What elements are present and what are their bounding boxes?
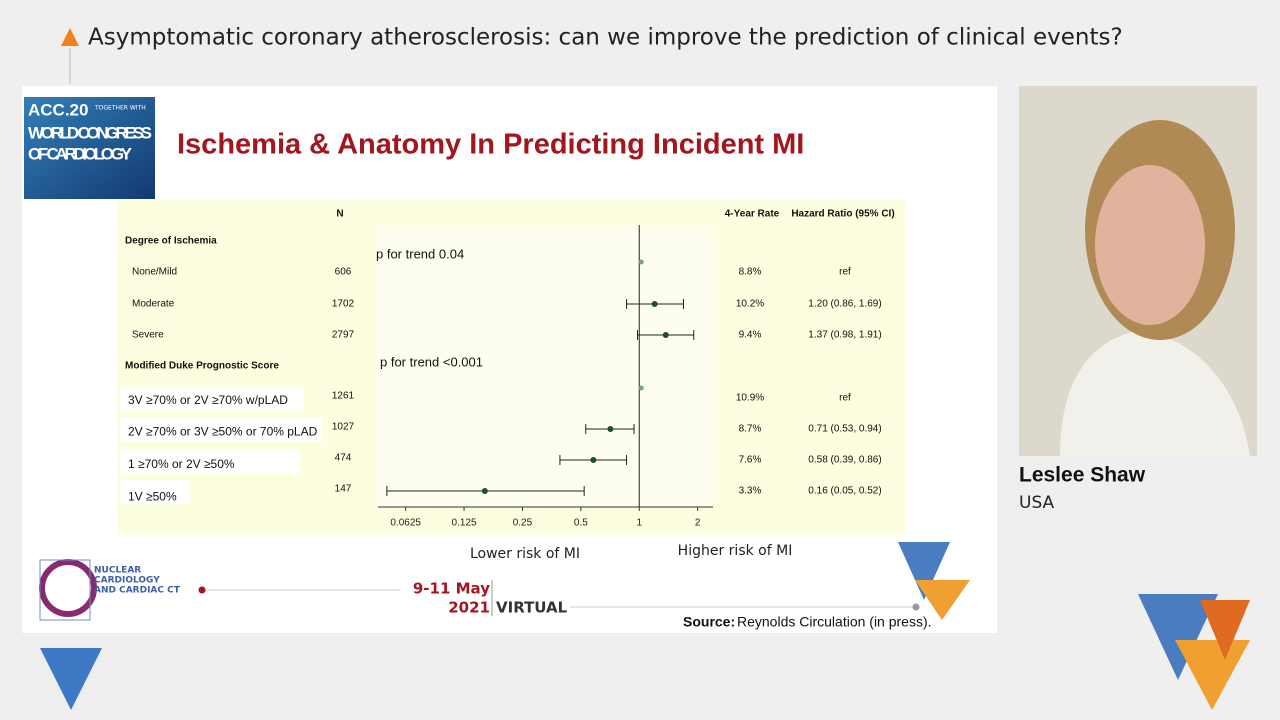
header-icon [61,28,79,46]
speaker-country: USA [1019,493,1055,513]
deco-triangle [898,542,950,600]
x-tick-label: 0.0625 [390,518,421,529]
row-label: 1 ≥70% or 2V ≥50% [128,457,235,471]
trend-label: p for trend 0.04 [376,246,464,261]
row-label: Moderate [132,299,175,310]
footer-logo-text: NUCLEAR [94,566,141,576]
hr-point [481,488,488,494]
row-label-box [120,449,300,473]
hr-point [607,426,614,432]
logo-tag: TOGETHER WITH [94,105,146,112]
hr-point [638,385,644,391]
hr-point [638,259,644,265]
row-label: 2V ≥70% or 3V ≥50% or 70% pLAD [128,425,318,439]
acc-logo-pattern [24,97,155,199]
source-label: Source: [683,614,735,630]
column-header: Hazard Ratio (95% CI) [791,209,894,220]
source-text: Reynolds Circulation (in press). [737,614,932,630]
corner-triangle [40,648,102,710]
row-label: Severe [132,330,164,341]
row-hr: 1.20 (0.86, 1.69) [808,299,881,310]
row-label-box [120,387,304,411]
row-hr: 0.71 (0.53, 0.94) [808,424,881,435]
x-tick-label: 0.25 [513,518,533,529]
speaker-video [1019,86,1257,456]
group-label: Degree of Ischemia [125,236,217,247]
row-rate: 8.8% [739,267,762,278]
hr-point [590,457,597,463]
plot-area [376,225,714,507]
speaker-name: Leslee Shaw [1019,464,1146,487]
video-face [1095,165,1205,325]
row-hr: 0.58 (0.39, 0.86) [808,455,881,466]
row-label: None/Mild [132,267,177,278]
footer-year: 2021 [448,599,490,617]
logo-text: OF CARDIOLOGY [28,144,133,163]
row-n: 606 [335,267,352,278]
column-header: N [336,209,343,220]
row-rate: 8.7% [739,424,762,435]
axis-label-left: Lower risk of MI [470,546,580,562]
row-rate: 10.9% [736,393,764,404]
hr-point [662,332,669,338]
x-tick-label: 0.125 [452,518,477,529]
row-hr: ref [839,393,851,404]
footer-dot [198,586,206,594]
row-label: 3V ≥70% or 2V ≥70% w/pLAD [128,393,288,407]
x-tick-label: 1 [636,518,642,529]
logo-text: WORLD CONGRESS [28,123,152,142]
slide-title: Ischemia & Anatomy In Predicting Inciden… [177,129,804,161]
logo-text: ACC.20 [28,100,88,119]
row-label-box [120,418,322,442]
row-hr: 1.37 (0.98, 1.91) [808,330,881,341]
row-rate: 3.3% [739,486,762,497]
x-tick-label: 0.5 [574,518,588,529]
deco-triangle [1175,640,1250,710]
row-hr: ref [839,267,851,278]
row-hr: 0.16 (0.05, 0.52) [808,486,881,497]
footer-dates: 9-11 May [413,580,490,598]
deco-triangle [915,580,970,620]
trend-label: p for trend <0.001 [380,354,483,369]
footer-dot [912,603,920,611]
row-n: 147 [335,484,352,495]
group-label: Modified Duke Prognostic Score [125,361,279,372]
row-n: 1027 [332,422,355,433]
footer-logo-text: AND CARDIAC CT [94,586,181,596]
header-title: Asymptomatic coronary atherosclerosis: c… [88,25,1123,51]
row-label: 1V ≥50% [128,490,177,504]
hr-point [651,301,658,307]
icnc-logo-frame [39,559,91,621]
row-n: 2797 [332,330,355,341]
x-tick-label: 2 [695,518,701,529]
row-rate: 9.4% [739,330,762,341]
row-rate: 7.6% [739,455,762,466]
axis-label-right: Higher risk of MI [678,543,793,559]
footer-logo-text: CARDIOLOGY [94,576,160,586]
icnc-logo [39,559,97,617]
deco-triangle [1138,594,1218,680]
footer-mode: VIRTUAL [496,599,568,617]
row-rate: 10.2% [736,299,764,310]
row-n: 474 [335,453,352,464]
video-figure [1060,330,1250,456]
row-label-box [120,480,190,504]
row-n: 1702 [332,299,355,310]
row-n: 1261 [332,391,355,402]
deco-triangle [1200,600,1250,660]
column-header: 4-Year Rate [725,209,780,220]
